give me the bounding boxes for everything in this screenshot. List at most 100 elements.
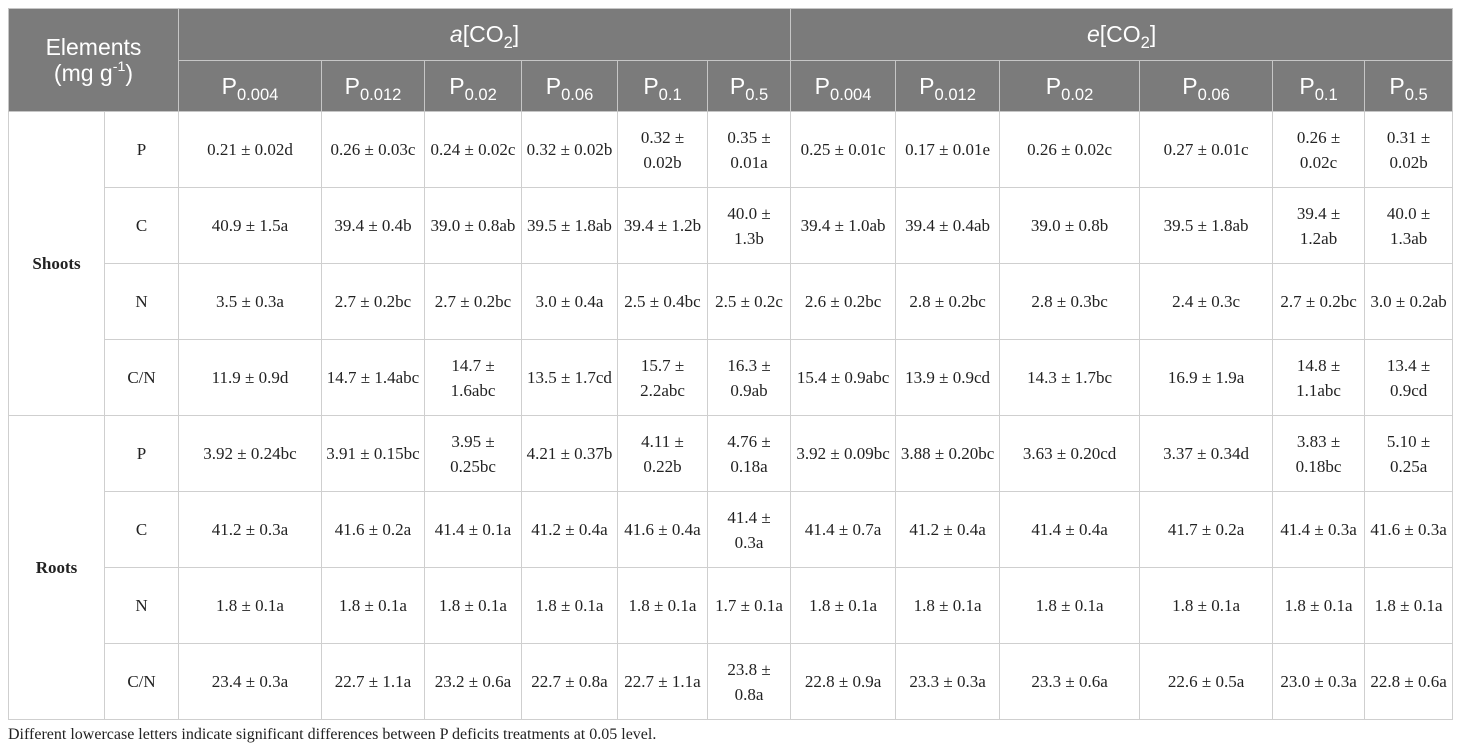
- element-label: C: [104, 187, 179, 264]
- table-cell: 1.8 ± 0.1a: [178, 567, 322, 644]
- table-body: Shoots P 0.21 ± 0.02d 0.26 ± 0.03c 0.24 ± 0.…: [8, 111, 1454, 720]
- units-close: ): [125, 60, 134, 86]
- table-cell: 2.5 ± 0.4bc: [617, 263, 708, 340]
- table-cell: 41.6 ± 0.3a: [1364, 491, 1454, 568]
- table-cell: 1.8 ± 0.1a: [1139, 567, 1274, 644]
- table-row: C 41.2 ± 0.3a 41.6 ± 0.2a 41.4 ± 0.1a 41.2 ±…: [9, 491, 1454, 568]
- table-cell: 3.37 ± 0.34d: [1139, 415, 1274, 492]
- table-row: Roots P 3.92 ± 0.24bc 3.91 ± 0.15bc 3.95 ± 0…: [8, 415, 1454, 720]
- table-cell: 2.5 ± 0.2c: [706, 263, 792, 340]
- units-exponent: -1: [112, 59, 126, 76]
- table-cell: 39.5 ± 1.8ab: [521, 187, 618, 264]
- table-cell: 4.11 ± 0.22b: [617, 415, 708, 492]
- table-cell: 41.4 ± 0.1a: [424, 491, 522, 568]
- element-label: N: [104, 567, 179, 644]
- treatment-header: P0.004: [790, 60, 897, 112]
- treatment-header: P0.012: [895, 60, 1001, 112]
- treatment-header: P0.02: [424, 60, 522, 112]
- table-cell: 41.4 ± 0.7a: [790, 491, 897, 568]
- table-cell: 13.5 ± 1.7cd: [521, 339, 618, 416]
- table-cell: 23.0 ± 0.3a: [1272, 643, 1366, 720]
- table-cell: 1.8 ± 0.1a: [1364, 567, 1454, 644]
- treatment-header: P0.012: [321, 60, 425, 112]
- table-cell: 3.88 ± 0.20bc: [895, 415, 1001, 492]
- table-cell: 40.9 ± 1.5a: [178, 187, 322, 264]
- table-cell: 39.4 ± 1.2ab: [1272, 187, 1366, 264]
- table-cell: 0.17 ± 0.01e: [895, 111, 1001, 188]
- table-cell: 22.7 ± 0.8a: [521, 643, 618, 720]
- table-cell: 2.8 ± 0.3bc: [999, 263, 1141, 340]
- table-cell: 3.91 ± 0.15bc: [321, 415, 425, 492]
- table-cell: 14.8 ± 1.1abc: [1272, 339, 1366, 416]
- table-cell: 2.7 ± 0.2bc: [321, 263, 425, 340]
- table-cell: 4.21 ± 0.37b: [521, 415, 618, 492]
- table-cell: 0.26 ± 0.02c: [999, 111, 1141, 188]
- table-cell: 2.4 ± 0.3c: [1139, 263, 1274, 340]
- table-cell: 1.8 ± 0.1a: [999, 567, 1141, 644]
- table-cell: 5.10 ± 0.25a: [1364, 415, 1454, 492]
- treatment-header: P0.06: [1139, 60, 1274, 112]
- treatment-header-row: P0.004 P0.012 P0.02 P0.06 P0.1 P0.5 P0.004 P0.0…: [9, 60, 1454, 112]
- table-row: C/N 23.4 ± 0.3a 22.7 ± 1.1a 23.2 ± 0.6a 22.7…: [9, 643, 1454, 720]
- table-cell: 1.7 ± 0.1a: [706, 567, 792, 644]
- table-cell: 22.7 ± 1.1a: [321, 643, 425, 720]
- table-cell: 41.4 ± 0.4a: [999, 491, 1141, 568]
- table-cell: 1.8 ± 0.1a: [617, 567, 708, 644]
- table-row: Shoots P 0.21 ± 0.02d 0.26 ± 0.03c 0.24 ± 0.…: [8, 111, 1454, 416]
- table-cell: 1.8 ± 0.1a: [1272, 567, 1366, 644]
- treatment-header: P0.06: [521, 60, 618, 112]
- data-table: Elements (mg g-1) a[CO2] e[CO2] P0.004 P0…: [8, 8, 1454, 720]
- table-cell: 23.4 ± 0.3a: [178, 643, 322, 720]
- table-cell: 1.8 ± 0.1a: [424, 567, 522, 644]
- table-cell: 41.2 ± 0.4a: [895, 491, 1001, 568]
- table-footnote: Different lowercase letters indicate sig…: [8, 726, 657, 743]
- table-cell: 2.7 ± 0.2bc: [1272, 263, 1366, 340]
- table-cell: 2.7 ± 0.2bc: [424, 263, 522, 340]
- table-row: N 3.5 ± 0.3a 2.7 ± 0.2bc 2.7 ± 0.2bc 3.0 ± 0…: [9, 263, 1454, 340]
- table-cell: 41.2 ± 0.4a: [521, 491, 618, 568]
- table-cell: 22.8 ± 0.9a: [790, 643, 897, 720]
- treatment-header: P0.5: [1364, 60, 1454, 112]
- table-cell: 40.0 ± 1.3ab: [1364, 187, 1454, 264]
- table-cell: 22.8 ± 0.6a: [1364, 643, 1454, 720]
- element-label: P: [104, 415, 179, 492]
- units-base: (mg g: [53, 60, 113, 86]
- table-cell: 1.8 ± 0.1a: [895, 567, 1001, 644]
- table-cell: 23.3 ± 0.3a: [895, 643, 1001, 720]
- table-cell: 3.92 ± 0.24bc: [178, 415, 322, 492]
- table-cell: 13.4 ± 0.9cd: [1364, 339, 1454, 416]
- table-cell: 3.63 ± 0.20cd: [999, 415, 1141, 492]
- treatment-header: P0.5: [706, 60, 792, 112]
- table-cell: 0.26 ± 0.02c: [1272, 111, 1366, 188]
- element-label: N: [104, 263, 179, 340]
- table-cell: 41.4 ± 0.3a: [706, 491, 792, 568]
- table-cell: 0.24 ± 0.02c: [424, 111, 522, 188]
- table-cell: 2.6 ± 0.2bc: [790, 263, 897, 340]
- table-row: C/N 11.9 ± 0.9d 14.7 ± 1.4abc 14.7 ± 1.6abc…: [9, 339, 1454, 416]
- table-cell: 3.83 ± 0.18bc: [1272, 415, 1366, 492]
- table-cell: 15.7 ± 2.2abc: [617, 339, 708, 416]
- table-cell: 23.3 ± 0.6a: [999, 643, 1141, 720]
- element-label: C/N: [104, 643, 179, 720]
- table-row: C 40.9 ± 1.5a 39.4 ± 0.4b 39.0 ± 0.8ab 39.5 …: [9, 187, 1454, 264]
- table-cell: 13.9 ± 0.9cd: [895, 339, 1001, 416]
- element-label: P: [104, 111, 179, 188]
- table-cell: 0.32 ± 0.02b: [617, 111, 708, 188]
- element-label: C/N: [104, 339, 179, 416]
- table-row: N 1.8 ± 0.1a 1.8 ± 0.1a 1.8 ± 0.1a 1.8 ± 0.1…: [9, 567, 1454, 644]
- elements-label: Elements: [45, 34, 142, 60]
- table-cell: 11.9 ± 0.9d: [178, 339, 322, 416]
- table-cell: 3.5 ± 0.3a: [178, 263, 322, 340]
- table-cell: 39.0 ± 0.8ab: [424, 187, 522, 264]
- treatment-header: P0.02: [999, 60, 1141, 112]
- units-label: (mg g-1): [9, 60, 178, 86]
- table-cell: 41.6 ± 0.4a: [617, 491, 708, 568]
- table-cell: 16.3 ± 0.9ab: [706, 339, 792, 416]
- treatment-header: P0.1: [617, 60, 708, 112]
- treatment-header: P0.1: [1272, 60, 1366, 112]
- table-cell: 14.7 ± 1.4abc: [321, 339, 425, 416]
- table-cell: 0.35 ± 0.01a: [706, 111, 792, 188]
- table-cell: 41.4 ± 0.3a: [1272, 491, 1366, 568]
- table-cell: 4.76 ± 0.18a: [706, 415, 792, 492]
- table-cell: 39.5 ± 1.8ab: [1139, 187, 1274, 264]
